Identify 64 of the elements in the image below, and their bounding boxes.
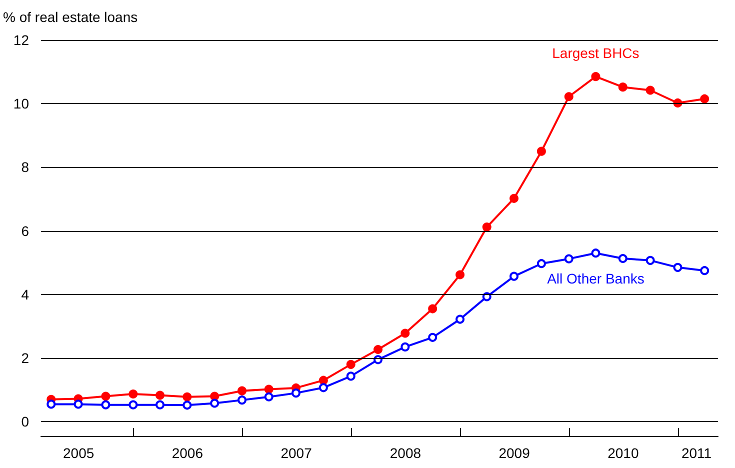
point [400, 328, 410, 338]
point [101, 400, 110, 410]
x-tick-label: 2011 [681, 445, 712, 461]
point [646, 256, 655, 265]
y-tick-label: 8 [21, 159, 30, 176]
point [210, 392, 220, 401]
point [264, 384, 274, 394]
point [456, 270, 465, 280]
point [238, 386, 247, 396]
point [618, 254, 628, 264]
point [74, 400, 83, 409]
series-label: All Other Banks [547, 270, 644, 287]
x-tick-label: 2005 [63, 445, 94, 461]
point [564, 254, 574, 264]
x-tick-label: 2009 [498, 445, 530, 461]
point [700, 266, 710, 276]
y-tick-label: 6 [21, 222, 30, 239]
point [128, 400, 138, 410]
point [673, 262, 682, 272]
point [646, 86, 655, 95]
point [156, 400, 164, 410]
y-tick-label: 2 [21, 350, 30, 366]
y-tick-label: 4 [21, 286, 30, 302]
point [374, 344, 383, 354]
point [591, 72, 600, 82]
point [46, 400, 56, 409]
point [182, 392, 192, 402]
point [318, 376, 328, 385]
point [238, 396, 247, 405]
point [292, 388, 300, 398]
point [264, 392, 274, 402]
series-label: Largest BHCs [552, 45, 640, 62]
point [400, 342, 410, 352]
point [673, 98, 682, 108]
point [428, 332, 438, 342]
x-tick-label: 2007 [280, 445, 312, 461]
point [374, 355, 383, 364]
point [700, 94, 710, 104]
point [318, 383, 328, 392]
point [210, 398, 220, 408]
point [346, 372, 356, 381]
point [182, 400, 192, 410]
point [101, 392, 110, 401]
point [156, 390, 164, 400]
x-tick-label: 2008 [390, 445, 422, 461]
point [456, 314, 465, 324]
point [510, 272, 519, 281]
point [128, 390, 138, 399]
point [564, 92, 574, 102]
y-axis-title: % of real estate loans [3, 9, 138, 25]
y-tick-label: 10 [13, 96, 30, 112]
point [482, 222, 492, 232]
point [428, 304, 438, 314]
point [536, 146, 546, 156]
point [346, 360, 356, 369]
y-tick-label: 0 [21, 414, 30, 430]
x-tick-label: 2006 [172, 445, 204, 461]
point [591, 248, 600, 258]
point [510, 194, 519, 203]
point [618, 82, 628, 92]
point [536, 259, 546, 268]
point [482, 292, 492, 302]
x-tick-label: 2010 [608, 445, 639, 461]
y-tick-label: 12 [13, 32, 30, 48]
